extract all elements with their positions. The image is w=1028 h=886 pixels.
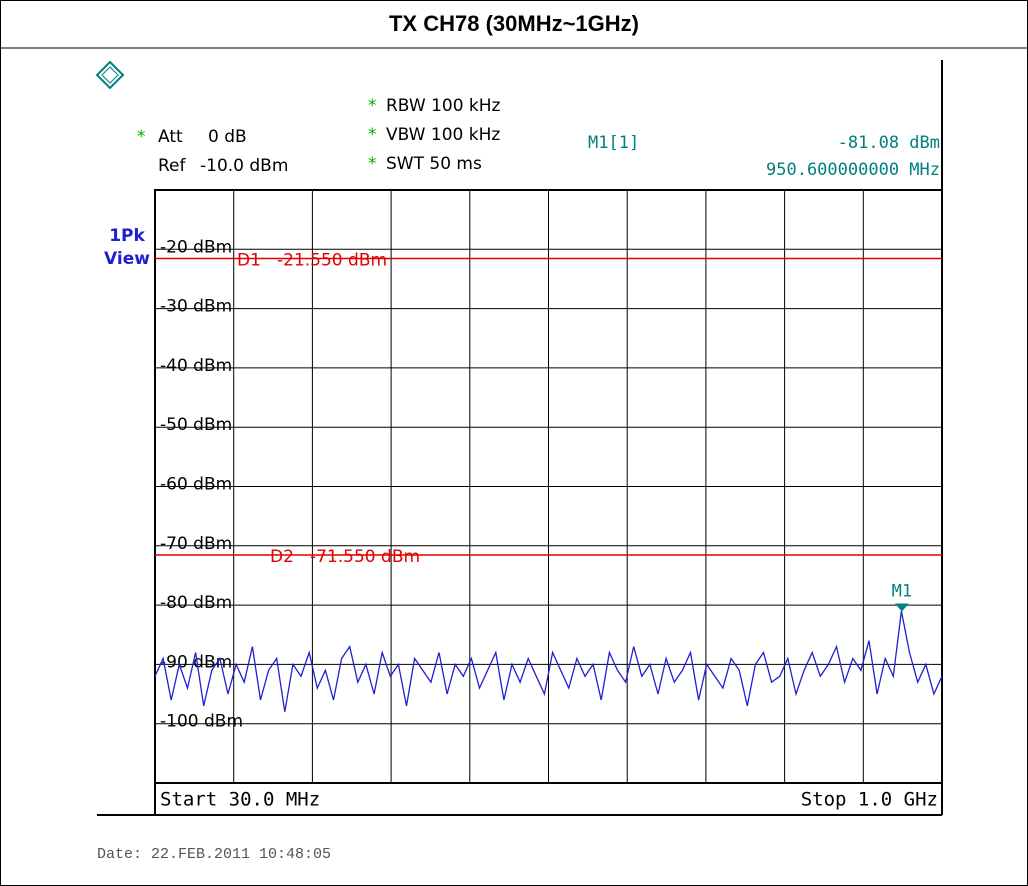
date: Date: 22.FEB.2011 10:48:05 [97,846,331,863]
vbw: VBW 100 kHz [386,125,500,145]
rbw: RBW 100 kHz [386,96,501,116]
y-tick-label: -80 dBm [160,593,232,613]
coupled-star: * [368,125,377,145]
stop-freq: Stop 1.0 GHz [801,789,938,811]
start-freq: Start 30.0 MHz [160,789,320,811]
y-tick-label: -20 dBm [160,237,232,257]
display-line-value: -71.550 dBm [310,547,420,567]
marker-label: M1[1] [588,133,639,153]
y-tick-label: -100 dBm [160,712,243,732]
rs-logo [95,60,125,90]
y-tick-label: -70 dBm [160,534,232,554]
att: 0 dB [208,127,247,147]
att-label: Att [158,127,183,147]
title: TX CH78 (30MHz~1GHz) [389,11,639,36]
detector: 1Pk [109,226,145,246]
y-tick-label: -40 dBm [160,356,232,376]
settings: * Att 0 dB Ref -10.0 dBm * RBW 100 kHz *… [104,96,940,269]
marker-level: -81.08 dBm [838,133,940,153]
marker [894,603,909,612]
coupled-star: * [368,96,377,116]
y-tick-label: -30 dBm [160,297,232,317]
ref-label: Ref [158,156,187,176]
y-tick-label: -60 dBm [160,475,232,495]
display-line-name: D2 [270,547,294,567]
view: View [104,249,150,269]
y-tick-label: -50 dBm [160,415,232,435]
coupled-star: * [137,127,146,147]
coupled-star: * [368,154,377,174]
display-line-value: -21.550 dBm [277,250,387,270]
ref: -10.0 dBm [200,156,288,176]
marker-freq: 950.600000000 MHz [766,160,940,180]
swt: SWT 50 ms [386,154,482,174]
trace [154,610,943,712]
display-line-name: D1 [237,250,261,270]
plot-frame [154,189,943,784]
marker-name: M1 [892,582,912,602]
